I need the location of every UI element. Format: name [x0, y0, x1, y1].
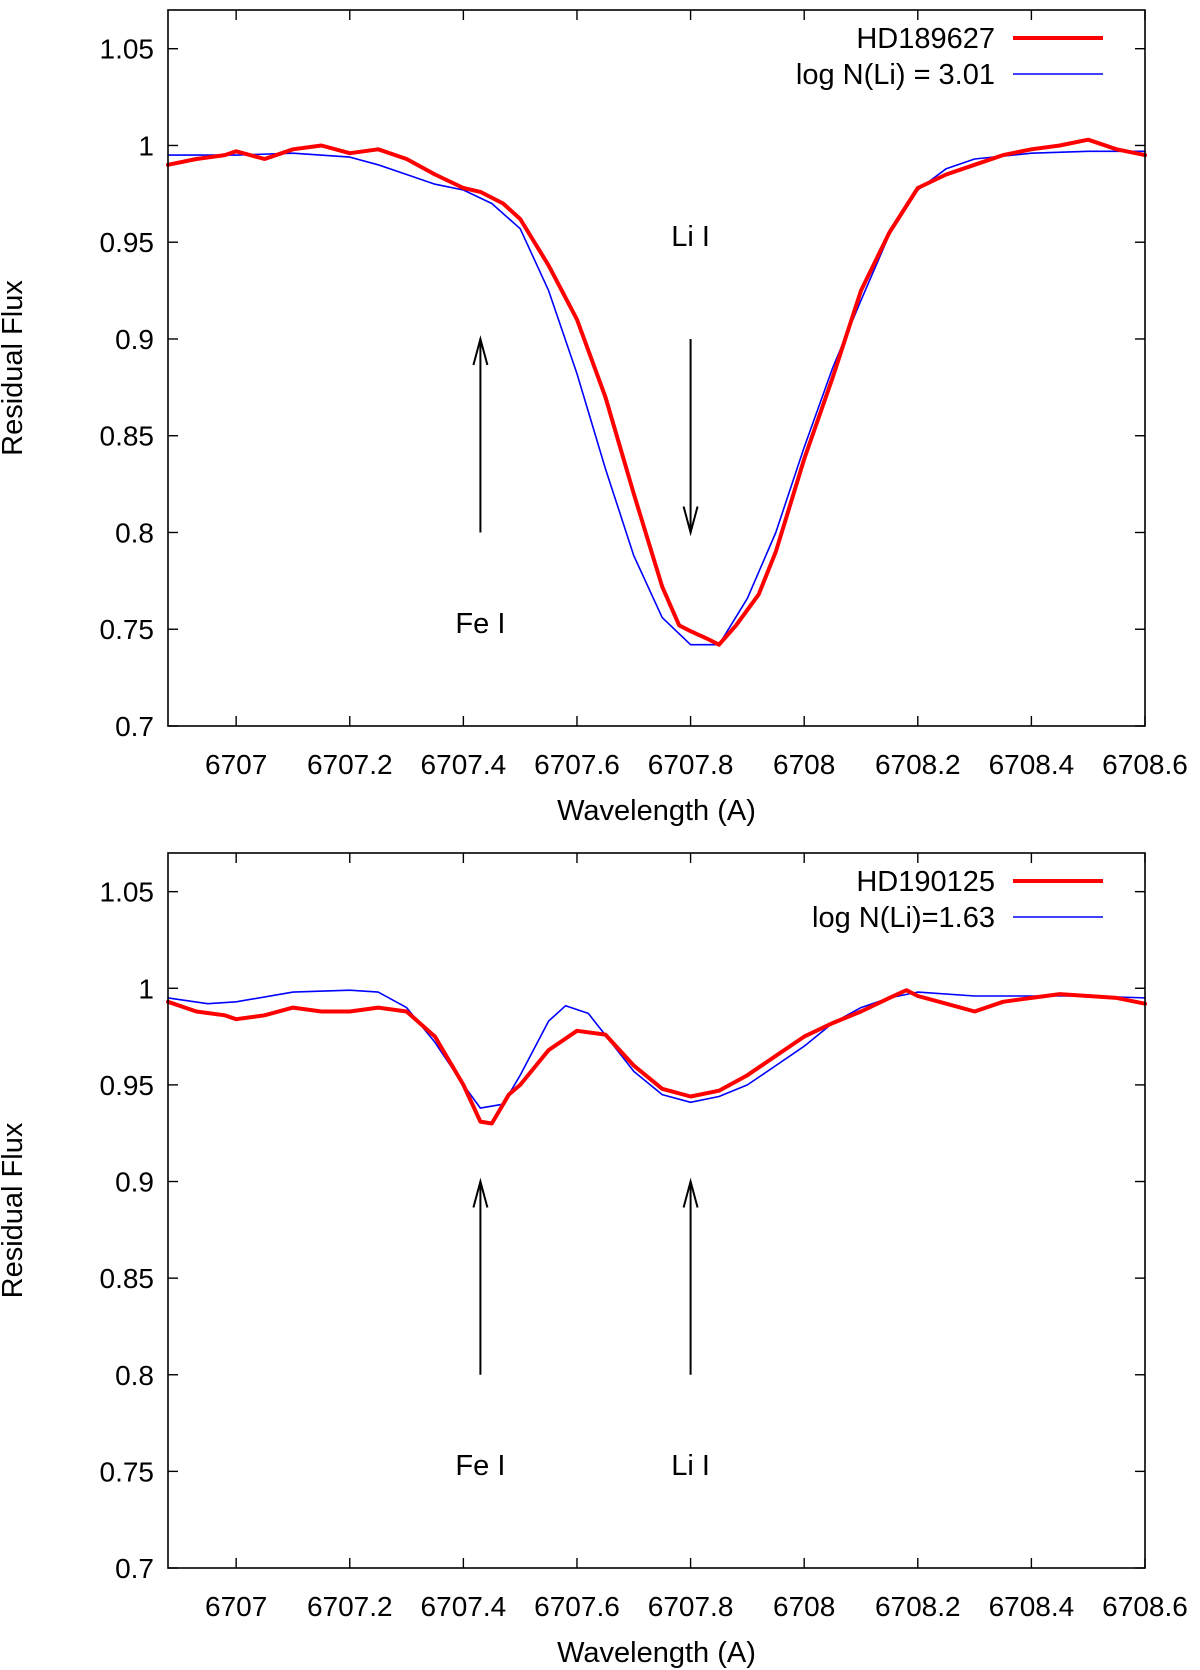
- line-annotation: Li I: [671, 221, 710, 253]
- x-tick-label: 6707.4: [421, 1591, 507, 1622]
- y-tick-label: 0.9: [115, 1167, 154, 1198]
- y-tick-label: 0.85: [100, 1263, 155, 1294]
- x-tick-label: 6707.4: [421, 749, 507, 780]
- arrow-head: [682, 1177, 699, 1208]
- line-annotation: Fe I: [455, 608, 505, 640]
- legend-label: log N(Li) = 3.01: [796, 59, 995, 91]
- x-tick-label: 6707.8: [648, 1591, 734, 1622]
- top-panel: 0.7 0.75 0.8 0.85 0.9 0.95 1 1.05 6707 6707.2 6707…: [0, 9, 1188, 827]
- observed-spectrum-line: [166, 137, 1147, 647]
- y-axis-label: Residual Flux: [0, 280, 29, 456]
- y-tick-label: 0.7: [115, 711, 154, 742]
- y-tick-label: 0.8: [115, 517, 154, 548]
- x-tick-label: 6708.2: [875, 749, 961, 780]
- x-tick-label: 6707.8: [648, 749, 734, 780]
- x-tick-label: 6708.4: [989, 1591, 1075, 1622]
- y-tick-label: 1.05: [100, 34, 155, 65]
- y-tick-label: 1: [138, 973, 154, 1004]
- y-tick-label: 0.95: [100, 1070, 155, 1101]
- x-tick-label: 6708.6: [1102, 749, 1188, 780]
- y-tick-label: 0.9: [115, 324, 154, 355]
- arrow-head: [472, 1177, 489, 1208]
- y-tick-label: 0.95: [100, 227, 155, 258]
- x-tick-label: 6708: [773, 1591, 835, 1622]
- y-axis-label: Residual Flux: [0, 1122, 29, 1298]
- arrow-head: [682, 506, 699, 537]
- y-tick-label: 0.75: [100, 614, 155, 645]
- y-tick-label: 0.7: [115, 1553, 154, 1584]
- legend-label: log N(Li)=1.63: [812, 902, 995, 934]
- y-tick-label: 0.75: [100, 1456, 155, 1487]
- legend-label: HD189627: [856, 23, 995, 55]
- x-tick-label: 6707: [205, 1591, 267, 1622]
- y-tick-label: 1.05: [100, 877, 155, 908]
- x-tick-label: 6707: [205, 749, 267, 780]
- x-tick-label: 6707.6: [534, 749, 620, 780]
- line-annotation: Fe I: [455, 1450, 505, 1482]
- line-annotation: Li I: [671, 1450, 710, 1482]
- y-tick-label: 1: [138, 130, 154, 161]
- x-tick-label: 6708.4: [989, 749, 1075, 780]
- observed-spectrum-line: [166, 988, 1147, 1126]
- legend-label: HD190125: [856, 866, 995, 898]
- x-tick-label: 6707.6: [534, 1591, 620, 1622]
- model-spectrum-line: [167, 989, 1146, 1109]
- x-tick-label: 6708: [773, 749, 835, 780]
- plot-frame: [167, 852, 1146, 1569]
- x-tick-label: 6707.2: [307, 1591, 393, 1622]
- x-axis-label: Wavelength (A): [557, 1637, 756, 1669]
- x-tick-label: 6708.6: [1102, 1591, 1188, 1622]
- y-tick-label: 0.8: [115, 1360, 154, 1391]
- x-tick-label: 6707.2: [307, 749, 393, 780]
- y-tick-label: 0.85: [100, 421, 155, 452]
- bottom-panel: 0.7 0.75 0.8 0.85 0.9 0.95 1 1.05 6707 6707.2 6707…: [0, 852, 1188, 1669]
- x-axis-label: Wavelength (A): [557, 795, 756, 827]
- x-tick-label: 6708.2: [875, 1591, 961, 1622]
- arrow-head: [472, 335, 489, 366]
- plot-frame: [167, 9, 1146, 727]
